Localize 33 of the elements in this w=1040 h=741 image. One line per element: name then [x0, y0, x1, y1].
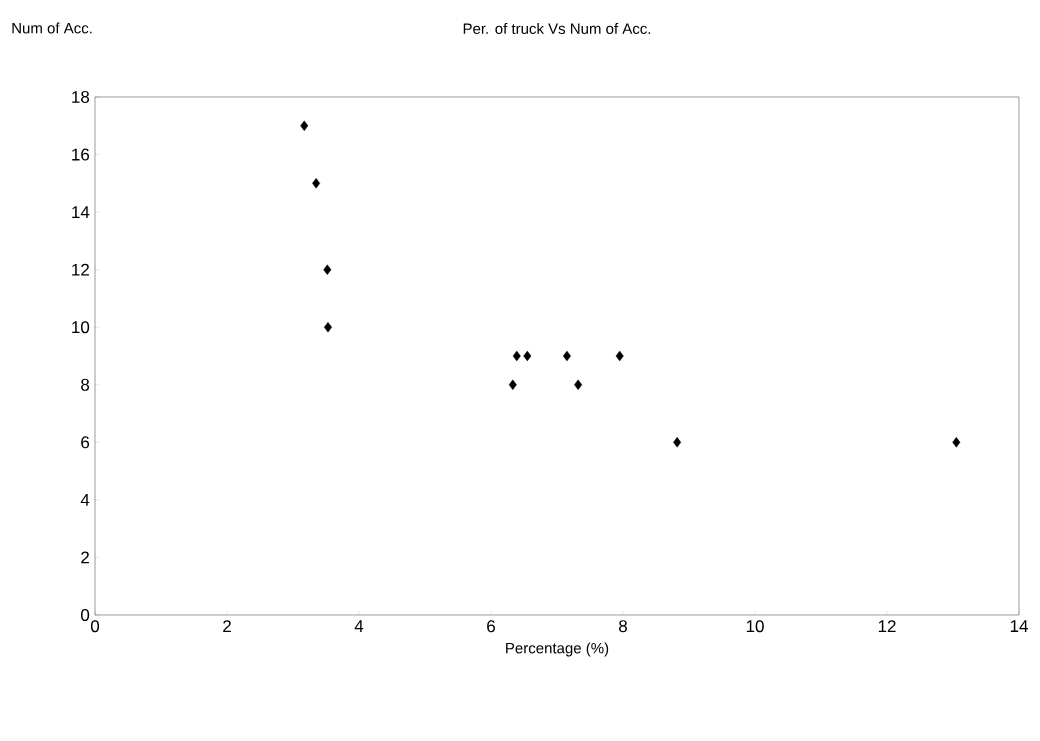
y-tick-label: 18 — [72, 90, 90, 104]
point — [574, 379, 583, 390]
x-tick-label: 6 — [487, 620, 495, 633]
y-axis-title: Num of Acc. — [12, 22, 92, 34]
x-tick-label: 10 — [746, 620, 764, 633]
point — [508, 379, 517, 390]
y-tick-label: 6 — [81, 436, 90, 449]
x-tick-label: 14 — [1010, 620, 1028, 632]
point — [523, 350, 532, 362]
x-tick-label: 8 — [619, 620, 627, 633]
x-tick-label: 4 — [354, 620, 364, 632]
chart-title: Per. of truck Vs Num of Acc. — [463, 22, 651, 34]
x-tick-label: 0 — [90, 620, 100, 633]
point — [673, 437, 682, 448]
point — [312, 178, 321, 189]
y-tick-label: 10 — [72, 321, 90, 334]
y-tick-label: 0 — [81, 608, 90, 622]
y-tick-label: 2 — [81, 551, 89, 564]
y-tick-label: 8 — [81, 378, 90, 391]
point — [324, 322, 332, 333]
x-tick-label: 12 — [878, 620, 896, 633]
point — [952, 437, 961, 448]
point — [300, 120, 309, 131]
x-tick-label: 2 — [223, 620, 231, 633]
point — [323, 264, 332, 275]
x-axis-title: Percentage (%) — [506, 642, 609, 657]
y-tick-label: 16 — [72, 148, 90, 161]
point — [562, 350, 571, 362]
y-tick-label: 4 — [80, 494, 90, 506]
y-tick-label: 14 — [72, 206, 90, 218]
point — [615, 350, 624, 362]
point — [512, 350, 521, 362]
y-tick-label: 12 — [72, 263, 89, 276]
